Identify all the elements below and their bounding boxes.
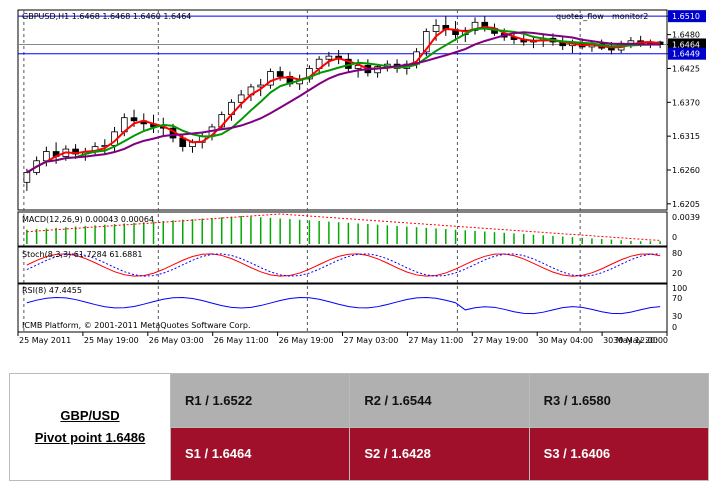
x-tick-label-1: 25 May 19:00: [84, 336, 139, 345]
r1-cell: R1 / 1.6522: [169, 373, 351, 428]
indicator-label-1: monitor2: [612, 12, 648, 21]
price-label-2: 1.6464: [672, 40, 700, 49]
pane-frame-0: [17, 9, 668, 211]
stoch-tick-0: 80: [672, 249, 682, 258]
macd-tick-1: 0: [672, 233, 677, 242]
watermark: ICMB Platform, © 2001-2011 MetaQuotes So…: [22, 321, 251, 330]
s1-cell: S1 / 1.6464: [169, 426, 351, 481]
symbol-header: GBPUSD,H1 1.6468 1.6468 1.6460 1.6464: [22, 12, 191, 21]
price-label-0: 1.6510: [672, 12, 700, 21]
x-tick-label-9: 30 May 12:00: [603, 336, 658, 345]
candle-body-31: [325, 55, 333, 60]
candle-body-22: [237, 94, 245, 103]
candle-body-26: [276, 71, 284, 77]
macd-signal-line: [26, 213, 661, 241]
candle-body-60: [608, 47, 615, 51]
x-tick-label-10: 30 May 20:00: [613, 336, 668, 345]
rsi-tick-2: 30: [672, 312, 682, 321]
ma-slow-line: [26, 31, 661, 174]
rsi-line: [26, 296, 661, 315]
price-label-3: 1.6449: [672, 50, 700, 59]
macd-label: MACD(12,26,9) 0.00043 0.00064: [22, 215, 154, 224]
macd-tick-0: 0.0039: [672, 213, 700, 222]
rsi-label: RSI(8) 47.4455: [22, 286, 82, 295]
price-label-1: 1.6480: [672, 31, 700, 40]
candle-body-41: [422, 31, 430, 53]
candle-body-11: [130, 117, 138, 122]
x-tick-label-0: 25 May 2011: [19, 336, 71, 345]
macd-pane: MACD(12,26,9) 0.00043 0.00064 0.0039 0: [17, 211, 700, 247]
stoch-label: Stoch(8,3,3) 61.7284 61.6881: [22, 250, 142, 259]
r3-cell: R3 / 1.6580: [528, 373, 710, 428]
r2-cell: R2 / 1.6544: [349, 373, 530, 428]
candle-body-0: [23, 172, 31, 183]
s2-cell: S2 / 1.6428: [349, 426, 530, 481]
pair-label: GBP/USD: [60, 408, 120, 423]
pivot-table: GBP/USD Pivot point 1.6486 R1 / 1.6522 R…: [9, 373, 710, 481]
s3-cell: S3 / 1.6406: [528, 426, 710, 481]
price-label-7: 1.6260: [672, 166, 700, 175]
candle-body-46: [471, 21, 479, 31]
x-tick-label-3: 26 May 11:00: [214, 336, 269, 345]
x-tick-label-4: 26 May 19:00: [279, 336, 334, 345]
rsi-tick-3: 0: [672, 323, 677, 332]
price-label-8: 1.6205: [672, 200, 700, 209]
pivot-label-cell: GBP/USD Pivot point 1.6486: [9, 373, 171, 481]
x-tick-label-6: 27 May 11:00: [408, 336, 463, 345]
stoch-signal-line: [26, 253, 661, 277]
time-axis: 25 May 2011 25 May 19:00 26 May 03:00 26 Ma…: [17, 332, 668, 345]
x-tick-label-5: 27 May 03:00: [344, 336, 399, 345]
pane-frame-2: [17, 246, 668, 284]
price-tag-3: [668, 47, 706, 60]
indicator-label-0: quotes_flow: [556, 12, 604, 21]
price-tag-2: [668, 38, 706, 51]
pane-frame-1: [17, 211, 668, 247]
stoch-main-line: [26, 253, 661, 277]
rsi-tick-1: 70: [672, 294, 682, 303]
ma-mid-line: [26, 27, 661, 174]
price-tag-0: [668, 10, 706, 23]
pivot-point-label: Pivot point 1.6486: [34, 430, 146, 445]
price-label-6: 1.6315: [672, 132, 700, 141]
x-tick-label-7: 27 May 19:00: [473, 336, 528, 345]
stochastic-pane: Stoch(8,3,3) 61.7284 61.6881 80 20: [17, 246, 682, 284]
candle-body-62: [627, 40, 635, 44]
x-tick-label-2: 26 May 03:00: [149, 336, 204, 345]
x-tick-label-8: 30 May 04:00: [538, 336, 593, 345]
rsi-tick-0: 100: [672, 284, 687, 293]
candle-body-25: [267, 71, 274, 86]
stoch-tick-1: 20: [672, 269, 682, 278]
price-label-4: 1.6425: [672, 64, 700, 73]
candle-body-42: [432, 24, 440, 32]
price-label-5: 1.6370: [672, 98, 700, 107]
